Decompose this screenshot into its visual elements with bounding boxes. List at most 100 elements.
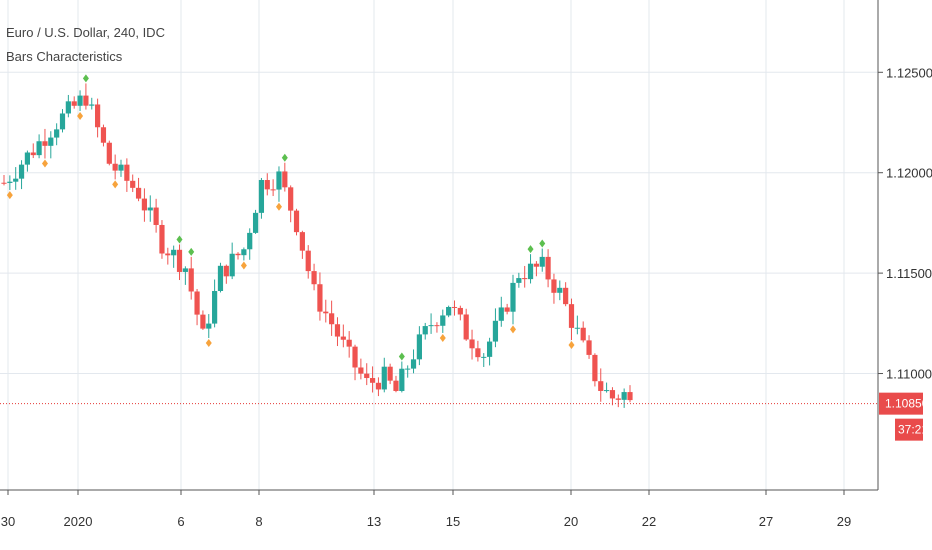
x-tick-label: 22: [642, 514, 656, 529]
candle-body: [217, 265, 224, 291]
candle-body: [42, 141, 48, 146]
countdown-label: 37:21: [895, 418, 928, 441]
candle-body: [598, 381, 604, 391]
candle-body: [311, 271, 317, 285]
candle-body: [504, 307, 510, 312]
low-marker: [205, 339, 212, 348]
candle-body: [393, 380, 399, 391]
candle-body: [247, 232, 253, 250]
low-marker: [112, 180, 119, 189]
candle-body: [545, 256, 551, 280]
symbol-title[interactable]: Euro / U.S. Dollar, 240, IDC: [6, 25, 165, 40]
marker-layer: [6, 74, 575, 361]
high-marker: [82, 74, 89, 83]
candle-body: [451, 306, 458, 308]
candle-body: [288, 187, 294, 211]
x-tick-label: 27: [759, 514, 773, 529]
candle-body: [522, 278, 528, 280]
candle-body: [264, 180, 270, 190]
candle-body: [106, 142, 112, 164]
candle-body: [241, 249, 247, 256]
candle-body: [475, 348, 481, 358]
candle-body: [446, 306, 452, 316]
last-price-value: 1.10850: [885, 397, 929, 411]
x-tick-label: 2020: [64, 514, 93, 529]
candle-body: [410, 359, 417, 369]
x-tick-label: 13: [367, 514, 381, 529]
candle-body: [434, 325, 440, 327]
candle-body: [188, 268, 194, 292]
candle-body: [252, 212, 259, 233]
candle-body: [586, 340, 592, 355]
candle-body: [323, 311, 329, 314]
candle-body: [492, 320, 499, 342]
candle-body: [171, 249, 177, 256]
x-tick-label: 6: [177, 514, 184, 529]
countdown-value: 37:21: [898, 423, 928, 437]
candle-body: [416, 334, 422, 360]
candle-body: [551, 279, 557, 293]
candle-body: [77, 95, 83, 106]
high-marker: [188, 247, 195, 256]
candle-body: [381, 366, 387, 390]
candle-body: [182, 268, 188, 272]
x-tick-label: 20: [564, 514, 578, 529]
indicator-title[interactable]: Bars Characteristics: [6, 49, 123, 64]
candle-body: [527, 263, 534, 280]
high-marker: [176, 235, 183, 244]
candle-body: [59, 113, 66, 130]
low-marker: [568, 341, 575, 350]
candle-body: [147, 207, 153, 211]
y-tick-label: 1.12500: [886, 65, 932, 80]
candle-body: [24, 152, 31, 165]
candle-body: [130, 180, 136, 188]
candle-body: [165, 253, 171, 256]
candle-body: [463, 314, 469, 340]
low-marker: [439, 333, 446, 342]
candle-body: [369, 378, 376, 383]
high-marker: [527, 245, 534, 254]
x-tick-label: 29: [837, 514, 851, 529]
price-axis[interactable]: 1.12500 1.12000 1.11500 1.11000: [878, 65, 932, 382]
grid-layer: [0, 0, 878, 490]
candle-body: [48, 137, 54, 146]
candle-body: [223, 265, 229, 277]
candle-body: [364, 373, 370, 379]
candle-body: [212, 290, 218, 324]
high-marker: [398, 352, 405, 361]
x-tick-label: 8: [255, 514, 262, 529]
candle-body: [609, 390, 616, 399]
candle-body: [498, 307, 504, 321]
x-tick-label: 15: [446, 514, 460, 529]
candle-body: [422, 326, 428, 335]
candle-body: [71, 101, 77, 106]
candle-body: [486, 341, 493, 357]
candle-body: [563, 287, 569, 305]
candle-body: [603, 390, 610, 392]
candle-body: [440, 315, 446, 326]
candle-body: [305, 250, 311, 272]
candle-body: [89, 104, 95, 106]
candle-body: [481, 356, 487, 358]
candle-body: [30, 152, 36, 156]
time-axis[interactable]: 30 2020 6 8 13 15 20 22 27 29: [1, 490, 851, 529]
candle-body: [469, 339, 475, 349]
candle-body: [352, 346, 358, 368]
candle-body: [405, 368, 411, 370]
candle-body: [95, 104, 101, 128]
candle-body: [510, 282, 516, 312]
candle-body: [200, 314, 206, 329]
candle-body: [293, 210, 300, 233]
candle-body: [346, 339, 352, 347]
candle-body: [124, 164, 130, 181]
candle-body: [317, 284, 323, 312]
candle-body: [375, 382, 382, 390]
candle-body: [18, 164, 25, 179]
candle-body: [235, 253, 241, 256]
candle-body: [399, 368, 405, 391]
candle-body: [159, 224, 165, 254]
candle-body: [334, 324, 341, 337]
candle-body: [112, 163, 118, 171]
